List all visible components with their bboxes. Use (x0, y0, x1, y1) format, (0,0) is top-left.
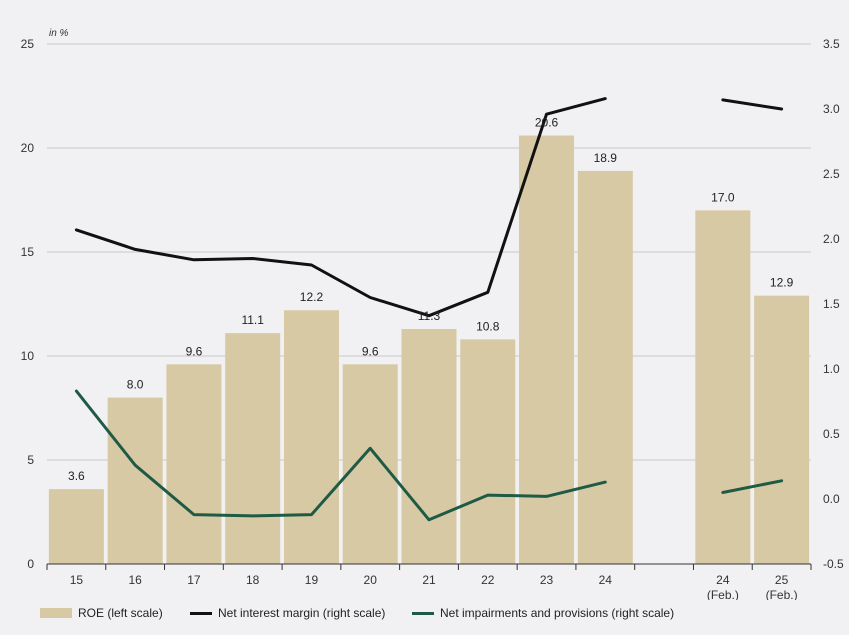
net-interest-margin-line (74, 97, 607, 318)
legend-item-impairments: Net impairments and provisions (right sc… (412, 603, 674, 623)
right-axis-tick-label: 1.5 (823, 297, 840, 311)
axes: 0 5 10 15 20 25 -0.5 0.0 0.5 1.0 1.5 2.0 2.5 3.0 3.5 15… (21, 37, 844, 600)
legend-label-roe: ROE (left scale) (78, 606, 163, 620)
left-axis-tick-label: 10 (21, 349, 35, 363)
roe-bar (519, 135, 575, 564)
right-axis-tick-label: 0.5 (823, 427, 840, 441)
x-axis-tick-label: 17 (187, 573, 201, 587)
unit-label: in % (49, 28, 69, 39)
roe-data-label: 12.2 (300, 290, 324, 304)
right-axis-tick-label: 0.0 (823, 492, 840, 506)
x-axis-tick-label: 24 (599, 573, 613, 587)
net-impairments-line (721, 479, 784, 494)
roe-bar (695, 210, 751, 564)
chart-canvas: 3.6 8.0 9.6 11.1 12.2 9.6 11.3 10.8 20.6 18.9 17.0… (21, 28, 844, 600)
roe-bar (401, 328, 457, 564)
left-axis-tick-label: 0 (27, 557, 34, 571)
right-axis-tick-label: -0.5 (823, 557, 844, 571)
left-axis-tick-label: 25 (21, 37, 35, 51)
roe-data-label: 20.6 (535, 116, 559, 130)
x-axis-tick-label: 15 (70, 573, 84, 587)
x-axis-tick-label: 24 (716, 573, 730, 587)
roe-data-label: 8.0 (127, 378, 144, 392)
right-axis-tick-label: 1.0 (823, 362, 840, 376)
right-axis-tick-label: 2.0 (823, 232, 840, 246)
legend-label-nim: Net interest margin (right scale) (218, 606, 386, 620)
legend-item-roe: ROE (left scale) (40, 603, 163, 623)
legend-label-impairments: Net impairments and provisions (right sc… (440, 606, 675, 620)
roe-bar (460, 339, 516, 564)
roe-data-label: 12.9 (770, 276, 794, 290)
legend: ROE (left scale) Net interest margin (ri… (0, 603, 849, 627)
right-axis-tick-label: 3.0 (823, 102, 840, 116)
legend-item-nim: Net interest margin (right scale) (190, 603, 385, 623)
roe-data-label: 9.6 (362, 344, 379, 358)
x-axis-tick-sublabel: (Feb.) (707, 588, 739, 600)
x-axis-tick-label: 18 (246, 573, 260, 587)
x-axis-tick-sublabel: (Feb.) (766, 588, 798, 600)
net-interest-margin-line (721, 98, 784, 111)
roe-data-label: 17.0 (711, 190, 735, 204)
roe-bars (48, 135, 810, 564)
roe-data-label: 10.8 (476, 319, 500, 333)
roe-data-label: 3.6 (68, 469, 85, 483)
roe-bar (283, 310, 339, 564)
x-axis-tick-label: 21 (422, 573, 436, 587)
grid-lines (47, 43, 811, 461)
net-impairments-line (74, 389, 607, 522)
x-axis-tick-label: 25 (775, 573, 789, 587)
x-axis-tick-label: 20 (364, 573, 378, 587)
right-axis-tick-label: 2.5 (823, 167, 840, 181)
roe-data-label: 18.9 (594, 151, 618, 165)
left-axis-tick-label: 15 (21, 245, 35, 259)
left-axis-tick-label: 5 (27, 453, 34, 467)
roe-data-label: 11.3 (418, 309, 441, 323)
x-axis-tick-label: 19 (305, 573, 319, 587)
roe-bar (577, 170, 633, 564)
roe-data-label: 11.1 (241, 313, 264, 327)
legend-swatch-impairments (412, 611, 434, 615)
data-labels: 3.6 8.0 9.6 11.1 12.2 9.6 11.3 10.8 20.6 18.9 17.0… (68, 116, 794, 484)
roe-bar (48, 489, 104, 564)
x-axis-tick-label: 22 (481, 573, 495, 587)
legend-swatch-nim (190, 611, 212, 615)
x-axis-tick-label: 16 (128, 573, 142, 587)
right-axis-tick-label: 3.5 (823, 37, 840, 51)
roe-bar (225, 333, 281, 564)
roe-bar (754, 295, 810, 564)
line-series (74, 97, 784, 522)
roe-bar (342, 364, 398, 564)
roe-bar (166, 364, 222, 564)
x-axis-tick-label: 23 (540, 573, 554, 587)
roe-data-label: 9.6 (186, 344, 203, 358)
legend-swatch-roe (40, 608, 72, 618)
left-axis-tick-label: 20 (21, 141, 35, 155)
